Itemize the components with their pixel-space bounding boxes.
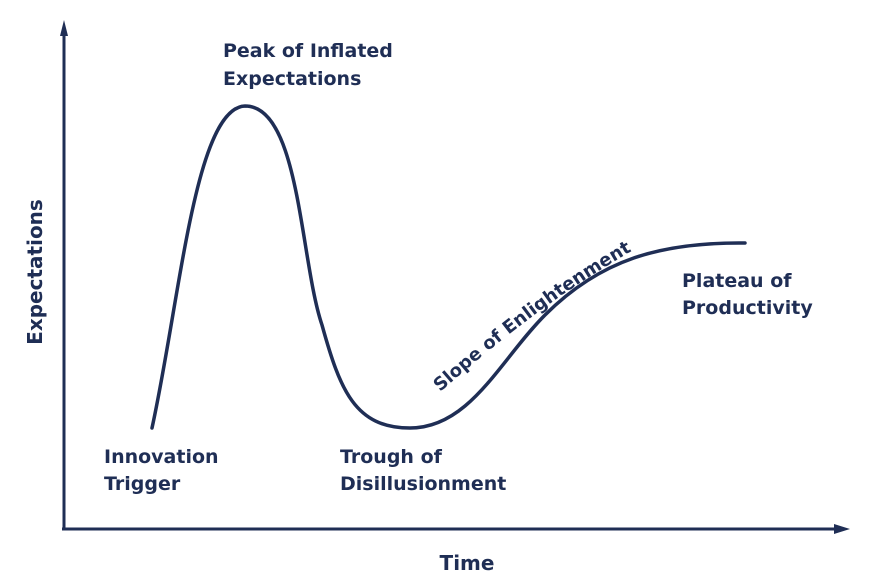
hype-cycle-curve bbox=[150, 104, 747, 430]
y-axis-label: Expectations bbox=[23, 199, 47, 345]
slope-label: Slope of Enlightenment bbox=[430, 237, 635, 396]
peak-label-line-1: Peak of Inflated bbox=[223, 40, 393, 62]
plateau-label-line-2: Productivity bbox=[682, 297, 813, 319]
x-axis-label: Time bbox=[440, 551, 495, 575]
x-axis-arrowhead bbox=[834, 524, 850, 534]
trough-label-line-1: Trough of bbox=[340, 446, 443, 468]
plateau-label-line-1: Plateau of bbox=[682, 270, 792, 292]
y-axis-arrowhead bbox=[60, 20, 68, 36]
innovation-trigger-label-line-2: Trigger bbox=[104, 473, 181, 495]
peak-label-line-2: Expectations bbox=[223, 68, 361, 90]
slope-label-path-text: Slope of Enlightenment bbox=[430, 237, 635, 396]
innovation-trigger-label-line-1: Innovation bbox=[104, 446, 219, 468]
trough-label-line-2: Disillusionment bbox=[340, 473, 506, 495]
